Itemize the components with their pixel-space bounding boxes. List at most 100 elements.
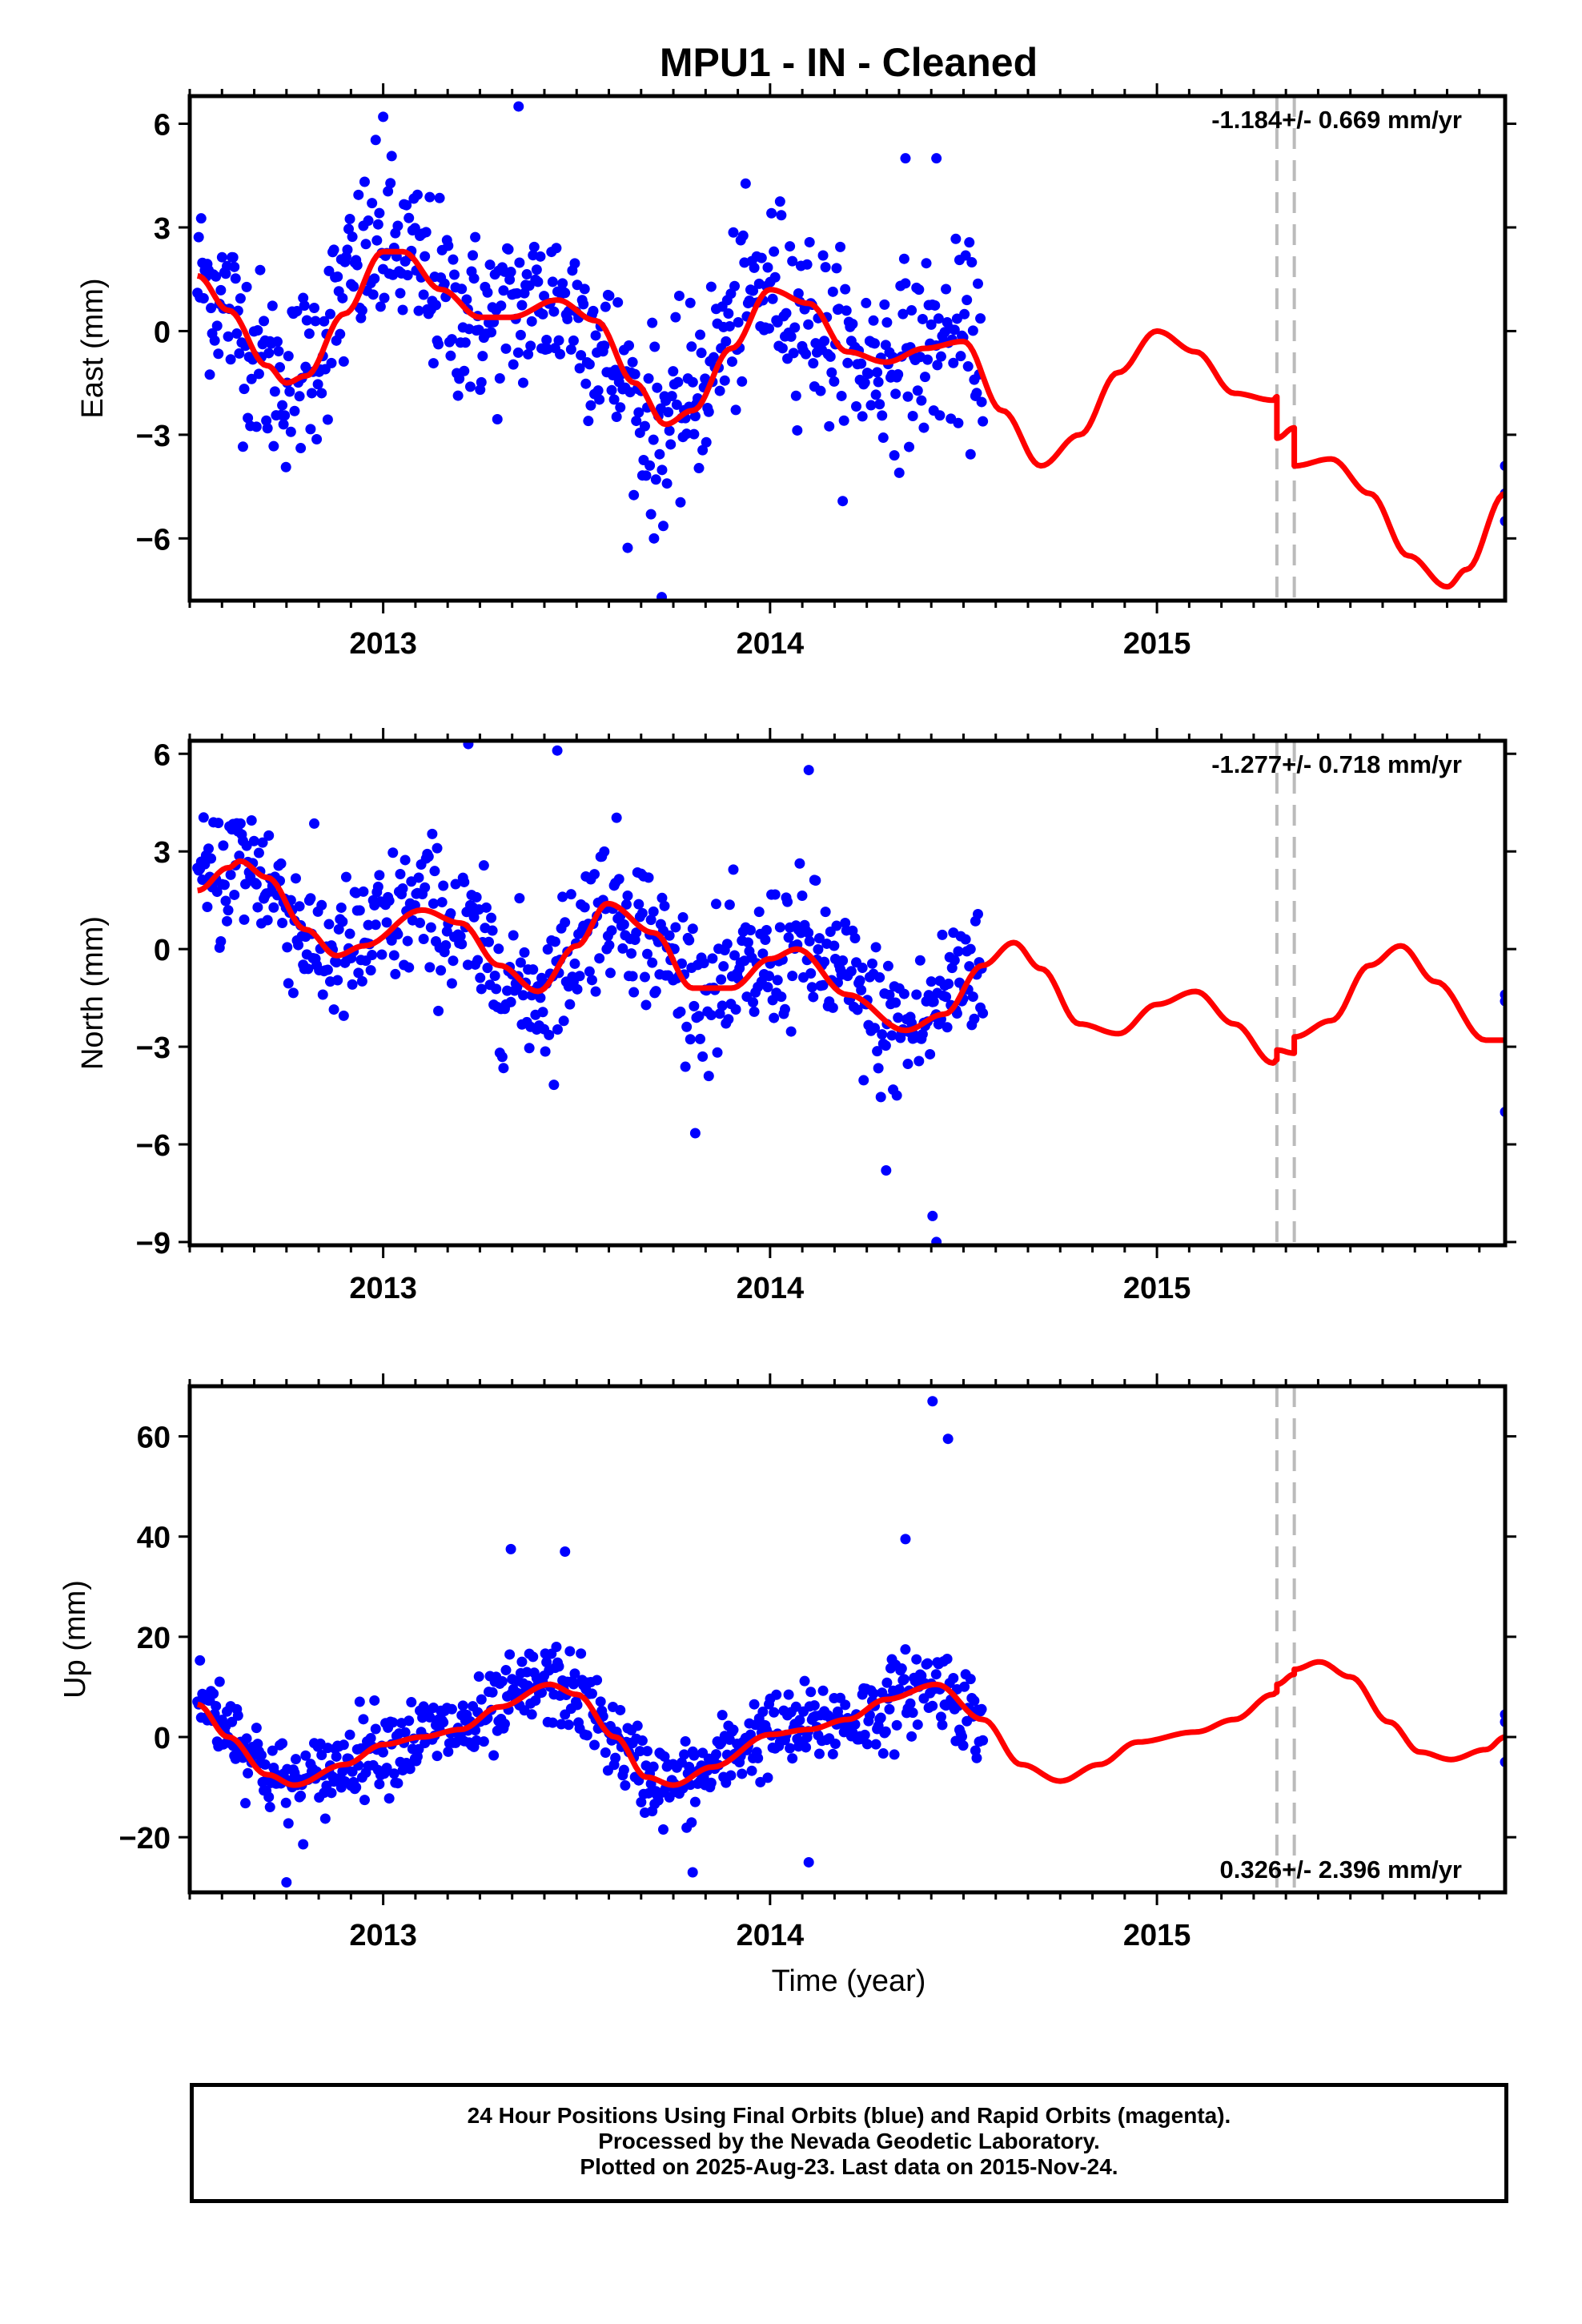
data-point [323,919,335,930]
data-point [714,1008,725,1019]
data-point [586,1688,597,1699]
data-point [213,818,224,829]
data-point [202,902,213,913]
data-point [689,411,701,422]
data-point [532,276,544,287]
y-tick-label: 6 [154,109,171,143]
data-point [948,1673,959,1684]
data-point [913,284,925,296]
data-point [891,1719,902,1731]
data-point [574,363,585,374]
data-point [757,948,769,959]
data-point [978,416,989,427]
y-tick-label: 0 [154,316,171,349]
data-point [528,964,539,975]
data-point [633,407,644,418]
y-tick-label: −6 [136,523,171,557]
data-point [656,464,668,476]
data-point [289,405,300,416]
data-point [560,917,571,928]
data-point [684,935,695,946]
data-point [418,289,429,300]
data-point [819,956,830,967]
data-point [515,957,526,968]
data-point [941,991,952,1003]
y-tick-label: 20 [137,1622,171,1655]
data-point [804,236,815,247]
data-point [211,271,222,282]
data-point [505,267,516,278]
data-point [290,1754,301,1765]
data-point [478,1736,489,1747]
x-tick-label: 2014 [737,1272,805,1305]
data-point [748,285,759,296]
data-point [793,287,804,299]
data-point [324,308,335,320]
data-point [787,255,798,267]
data-point [438,1717,449,1728]
data-point [468,911,480,923]
data-point [335,902,347,913]
y-axis-label-up: Up (mm) [58,1580,92,1699]
data-point [576,350,587,361]
data-point [870,1739,881,1750]
data-point [604,939,615,951]
data-point [402,935,413,947]
data-point [535,992,546,1003]
data-point [898,988,909,999]
data-point [870,389,881,400]
y-tick-label: 60 [137,1421,171,1455]
data-point [505,996,516,1007]
data-point [643,373,654,384]
data-point [557,891,568,903]
data-point [760,935,771,946]
data-point [854,975,865,986]
data-point [838,415,849,426]
data-point [482,963,493,974]
data-point [911,1654,922,1665]
data-point [372,219,383,230]
data-point-outlier [803,765,814,776]
data-point [606,925,617,936]
data-point [650,474,661,485]
data-point [771,1689,782,1700]
data-point [412,189,423,200]
data-point [449,269,460,280]
data-point [930,300,941,311]
data-point [356,975,367,987]
model-curve-east [196,248,1505,590]
data-point [714,385,725,396]
data-point [432,842,443,854]
data-point [626,948,637,959]
data-point [693,1011,705,1022]
data-point [882,960,893,971]
data-point [877,410,888,421]
data-point [519,947,530,958]
data-point [248,835,259,846]
data-point [445,350,456,361]
data-point [211,1700,222,1711]
data-point [712,1047,723,1058]
x-tick-label: 2014 [737,627,805,661]
data-point [348,281,359,292]
data-point [328,244,339,255]
data-point [392,220,404,231]
data-point [498,285,509,296]
data-point [902,391,913,402]
data-point [322,414,333,425]
data-point [460,337,471,348]
data-point [441,926,452,937]
data-point [950,233,962,244]
data-point [753,1752,764,1763]
data-point [206,853,217,864]
data-point [785,241,796,252]
data-point [208,1688,219,1699]
data-point [354,905,365,916]
data-point [969,1695,980,1707]
data-point-outlier [942,1433,954,1445]
data-point [278,419,289,430]
data-point [880,1726,891,1737]
y-tick-label: −6 [136,1129,171,1163]
data-point [652,382,663,393]
data-point [514,893,525,904]
